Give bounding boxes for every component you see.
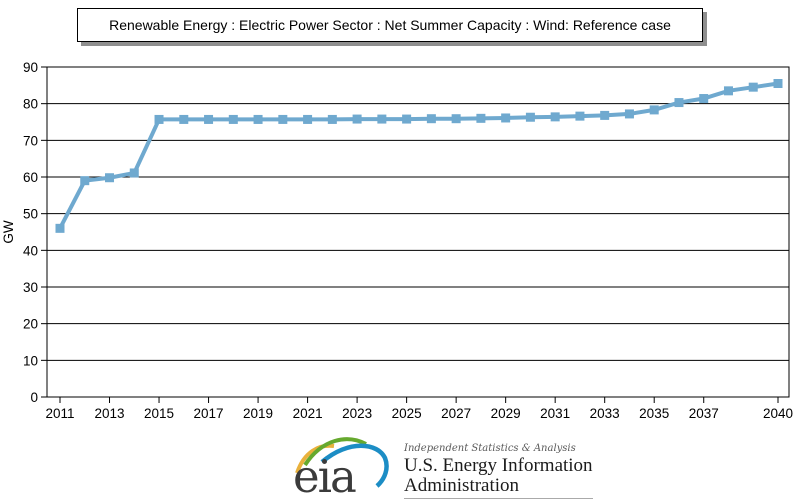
x-tick-label: 2011 [45,406,74,421]
data-point-marker [228,114,238,124]
eia-logo-text-block: Independent Statistics & Analysis U.S. E… [404,443,593,499]
x-tick-label: 2029 [491,406,521,421]
data-point-marker [699,94,709,104]
x-tick-label: 2035 [639,406,669,421]
data-point-marker [550,112,560,122]
y-axis-title: GW [1,220,16,244]
data-point-marker [154,114,164,124]
logo-org-line1: U.S. Energy Information [404,455,593,476]
x-tick-label: 2015 [144,406,174,421]
y-tick-label: 0 [30,390,38,405]
data-point-marker [303,114,313,124]
data-point-marker [402,114,412,124]
data-point-marker [525,112,535,122]
eia-logo-mark: eia [293,437,389,497]
y-tick-label: 50 [23,207,38,222]
logo-eia-text: eia [293,450,356,497]
data-point-marker [773,79,783,88]
y-tick-label: 10 [23,353,38,368]
x-tick-label: 2023 [342,406,372,421]
data-line [58,81,779,230]
y-tick-label: 30 [23,280,38,295]
data-point-marker [204,114,214,124]
y-tick-label: 40 [23,243,38,258]
plot-border [46,66,790,398]
data-point-marker [674,98,684,108]
data-point-marker [179,114,189,124]
logo-swoosh-yellow-icon [295,443,335,474]
data-point-marker [278,114,288,124]
logo-tagline: Independent Statistics & Analysis [404,443,576,454]
data-point-marker [723,86,733,96]
logo-swoosh-green-icon [303,437,367,467]
x-tick-label: 2013 [94,406,124,421]
data-point-marker [253,114,263,124]
data-point-marker [352,114,362,124]
data-point-marker [426,114,436,124]
x-tick-label: 2019 [243,406,273,421]
x-tick-label: 2017 [194,406,224,421]
x-tick-label: 2027 [441,406,471,421]
x-tick-label: 2037 [689,406,719,421]
x-tick-label: 2025 [392,406,422,421]
y-tick-label: 20 [23,317,38,332]
data-point-marker [327,114,337,124]
logo-org-line2: Administration [404,475,520,496]
data-point-marker [575,111,585,121]
chart-title: Renewable Energy : Electric Power Sector… [77,8,703,42]
y-tick-label: 70 [23,133,38,148]
data-point-marker [476,113,486,123]
y-tick-label: 80 [23,97,38,112]
data-point-marker [105,173,115,183]
data-point-marker [600,110,610,120]
data-point-marker [377,114,387,124]
logo-swoosh-blue-icon [320,443,389,488]
y-tick-label: 90 [23,60,38,75]
x-tick-label: 2040 [763,406,793,421]
y-tick-label: 60 [23,170,38,185]
data-point-marker [624,109,634,119]
data-point-marker [55,223,65,233]
data-point-marker [80,176,90,186]
data-point-marker [501,113,511,123]
x-tick-label: 2021 [293,406,323,421]
line-chart: 0 10 20 30 40 50 60 70 80 90 2011 2013 2015 2017 2019 2… [1,60,793,421]
data-point-marker [649,105,659,115]
data-point-marker [748,82,758,92]
x-tick-label: 2033 [590,406,620,421]
data-point-marker [451,114,461,124]
eia-logo: eia Independent Statistics & Analysis U.… [292,437,593,499]
data-point-marker [129,168,139,178]
x-tick-label: 2031 [540,406,570,421]
